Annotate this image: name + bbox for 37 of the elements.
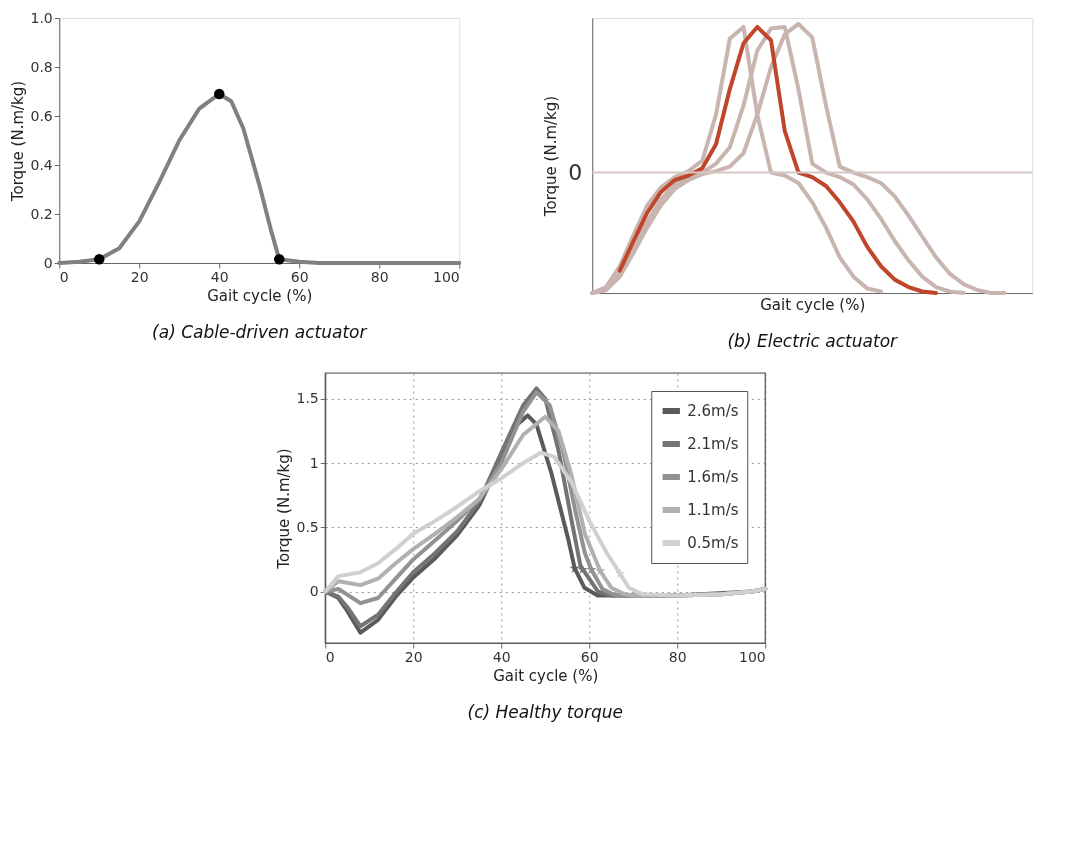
y-tick-label: 1.5 [296, 390, 319, 407]
y-tick-label: 0.6 [30, 107, 53, 124]
ref-line-label: 0 [568, 159, 583, 185]
text: (c) Healthy torque [467, 702, 623, 722]
x-tick-label: 60 [290, 268, 309, 285]
y-tick-label: 1.0 [30, 9, 53, 26]
legend-label: 2.1m/s [687, 435, 739, 453]
legend-label: 0.5m/s [687, 534, 739, 552]
text: (b) Electric actuator [727, 331, 899, 351]
y-axis-title: Torque (N.m/kg) [9, 80, 28, 203]
x-tick-label: 20 [404, 648, 423, 665]
x-axis-title: Gait cycle (%) [207, 286, 313, 305]
x-tick-label: 0 [325, 648, 335, 665]
x-axis-title: Gait cycle (%) [760, 295, 866, 314]
y-tick-label: 1 [309, 454, 319, 471]
x-tick-label: 100 [739, 648, 766, 665]
legend-label: 2.6m/s [687, 402, 739, 420]
y-tick-label: 0.8 [30, 58, 53, 75]
legend-label: 1.6m/s [687, 468, 739, 486]
legend-label: 1.1m/s [687, 501, 739, 519]
y-tick-label: 0.4 [30, 156, 53, 173]
x-tick-label: 40 [492, 648, 511, 665]
x-tick-label: 40 [210, 268, 229, 285]
x-axis-title: Gait cycle (%) [493, 666, 599, 685]
x-tick-label: 60 [580, 648, 599, 665]
y-axis-title: Torque (N.m/kg) [541, 95, 560, 218]
y-tick-label: 0 [309, 583, 319, 600]
x-tick-label: 80 [370, 268, 389, 285]
text: (a) Cable-driven actuator [152, 322, 368, 342]
y-tick-label: 0.2 [30, 205, 53, 222]
x-tick-label: 20 [130, 268, 149, 285]
y-axis-title: Torque (N.m/kg) [275, 448, 294, 570]
x-tick-label: 100 [433, 268, 460, 285]
y-tick-label: 0.5 [296, 518, 319, 535]
y-tick-label: 0 [43, 254, 53, 271]
x-tick-label: 0 [59, 268, 69, 285]
x-tick-label: 80 [668, 648, 687, 665]
